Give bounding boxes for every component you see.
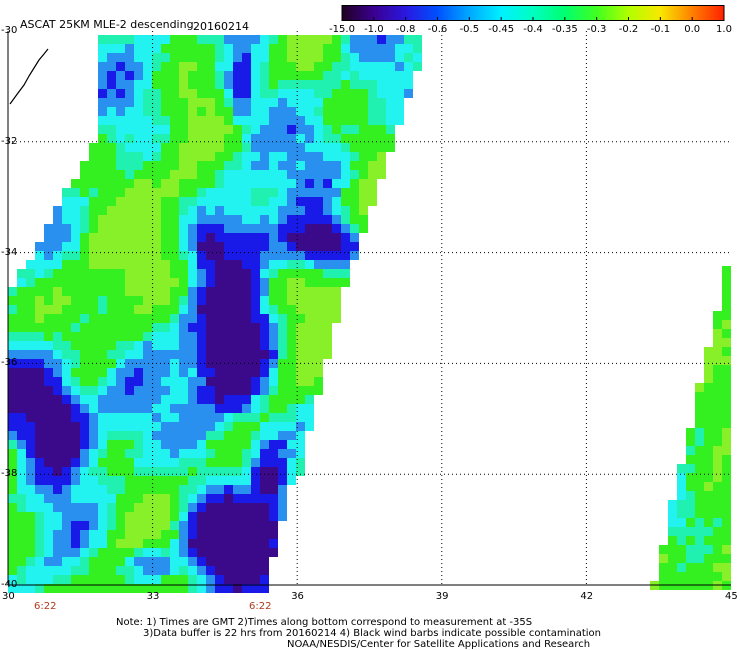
lon-label: 33 <box>146 591 160 602</box>
map-title: ASCAT 25KM MLE-2 descending <box>20 18 194 31</box>
lat-label: -40 <box>1 579 18 590</box>
lat-label: -32 <box>1 135 18 147</box>
swath-layer <box>8 35 731 593</box>
lon-label: 30 <box>2 591 15 602</box>
lon-label: 39 <box>435 591 449 602</box>
colorbar-label: -0.45 <box>488 24 515 35</box>
colorbar-label: -0.35 <box>551 24 578 35</box>
colorbar-label: 1.0 <box>716 24 732 35</box>
colorbar-label: 0.0 <box>684 24 701 35</box>
coastline <box>9 48 49 105</box>
note-line-2: 3)Data buffer is 22 hrs from 20160214 4)… <box>143 628 601 639</box>
map-date: 20160214 <box>193 20 249 33</box>
lon-label: 36 <box>291 591 304 602</box>
lat-label: -30 <box>1 25 18 36</box>
colorbar-label: -1.0 <box>364 24 384 35</box>
lon-label: 42 <box>580 591 594 602</box>
colorbar-label: -0.1 <box>650 24 671 35</box>
map-frame <box>7 31 731 586</box>
lon-label: 45 <box>725 591 738 602</box>
note-line-1: Note: 1) Times are GMT 2)Times along bot… <box>116 617 533 628</box>
time-label-right: 6:22 <box>249 601 272 612</box>
colorbar-label: -0.3 <box>586 24 607 35</box>
lat-label: -38 <box>1 468 18 480</box>
colorbar-label: -0.4 <box>523 24 543 35</box>
colorbar-label: -0.2 <box>618 24 639 35</box>
lat-label: -36 <box>1 357 18 369</box>
credit-line: NOAA/NESDIS/Center for Satellite Applica… <box>287 639 591 650</box>
colorbar-label: -0.8 <box>395 24 416 35</box>
colorbar <box>341 5 725 21</box>
colorbar-label: -15.0 <box>329 24 355 35</box>
grid-lines <box>8 31 731 585</box>
colorbar-label: -0.6 <box>427 24 448 35</box>
lat-label: -34 <box>1 246 18 258</box>
colorbar-label: -0.5 <box>459 24 480 35</box>
time-label-left: 6:22 <box>34 601 57 612</box>
